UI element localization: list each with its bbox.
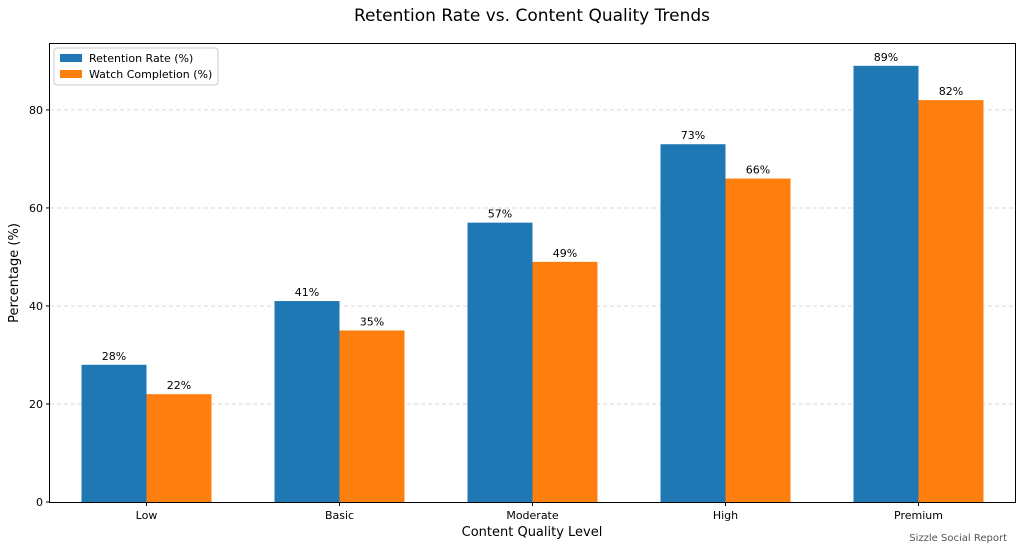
chart-title: Retention Rate vs. Content Quality Trend…: [354, 6, 710, 26]
retention-bar: [660, 144, 726, 503]
legend-box: [53, 47, 219, 86]
x-tick-label: Moderate: [506, 509, 559, 522]
bar-value-label: 82%: [939, 85, 963, 98]
x-tick-label: Basic: [325, 509, 354, 522]
completion-bar: [339, 330, 405, 502]
legend-swatch-retention: [60, 54, 82, 62]
bar-value-label: 73%: [681, 129, 705, 142]
legend: Retention Rate (%) Watch Completion (%): [53, 47, 219, 86]
x-axis: Low Basic Moderate High Premium: [136, 502, 943, 522]
bar-value-label: 35%: [360, 315, 384, 328]
bar-value-label: 66%: [746, 164, 770, 177]
bar-value-label: 57%: [488, 208, 512, 221]
bar-value-label: 22%: [167, 379, 191, 392]
retention-bar: [274, 301, 340, 502]
data-labels: 28% 41% 57% 73% 89% 22% 35% 49% 66% 82%: [102, 51, 963, 392]
bar-value-label: 28%: [102, 350, 126, 363]
y-tick-label: 40: [29, 300, 43, 313]
legend-label-completion: Watch Completion (%): [89, 68, 212, 81]
bar-value-label: 41%: [295, 286, 319, 299]
x-tick-label: Low: [136, 509, 158, 522]
retention-bar: [81, 364, 147, 502]
completion-bar: [532, 261, 598, 502]
bar-value-label: 89%: [874, 51, 898, 64]
legend-label-retention: Retention Rate (%): [89, 52, 193, 65]
completion-bar: [725, 178, 791, 502]
y-tick-label: 80: [29, 104, 43, 117]
x-tick-label: High: [713, 509, 738, 522]
y-tick-label: 0: [36, 496, 43, 509]
y-axis-label: Percentage (%): [7, 223, 22, 323]
legend-swatch-completion: [60, 70, 82, 78]
y-tick-label: 20: [29, 398, 43, 411]
bar-value-label: 49%: [553, 247, 577, 260]
source-note: Sizzle Social Report: [909, 533, 1007, 544]
retention-bar: [467, 222, 533, 502]
bars: [81, 65, 984, 503]
completion-bar: [918, 100, 984, 502]
y-tick-label: 60: [29, 202, 43, 215]
x-tick-label: Premium: [894, 509, 943, 522]
retention-bar: [853, 65, 919, 503]
y-axis: 0 20 40 60 80: [29, 104, 50, 509]
x-axis-label: Content Quality Level: [462, 525, 603, 540]
completion-bar: [146, 394, 212, 502]
